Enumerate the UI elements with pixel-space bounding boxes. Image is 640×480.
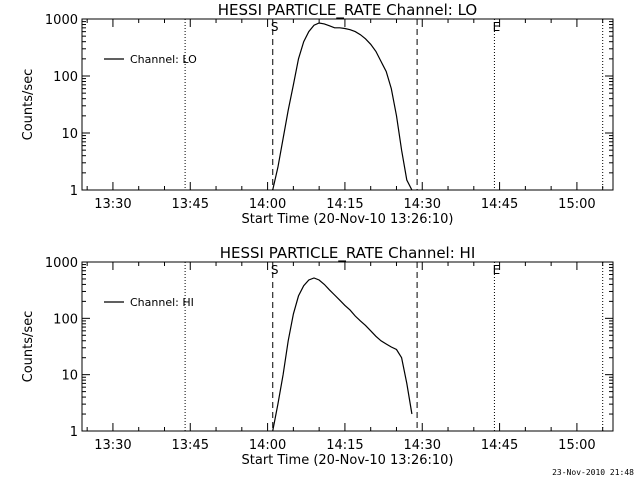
x-tick-label: 14:15: [326, 438, 363, 453]
y-tick-label: 100: [53, 312, 78, 327]
x-tick-label: 14:45: [481, 197, 518, 212]
x-axis-label: Start Time (20-Nov-10 13:26:10): [242, 453, 454, 468]
y-tick-label: 1000: [45, 13, 78, 28]
x-tick-label: 14:45: [481, 438, 518, 453]
chart-title: HESSI PARTICLE_RATE Channel: HI: [220, 244, 476, 263]
x-tick-label: 14:00: [249, 197, 286, 212]
y-tick-label: 1: [70, 184, 78, 199]
x-tick-label: 14:30: [404, 197, 441, 212]
chart-panel: HESSI PARTICLE_RATE Channel: HI 13:30 13:4…: [21, 244, 614, 468]
y-tick-label: 10: [61, 369, 78, 384]
x-tick-label: 15:00: [558, 438, 595, 453]
legend-label: Channel: LO: [130, 53, 197, 66]
x-tick-label: 13:30: [94, 197, 131, 212]
x-tick-label: 14:30: [404, 438, 441, 453]
y-tick-label: 1000: [45, 256, 78, 271]
y-axis-label: Counts/sec: [21, 311, 36, 383]
marker-label: S: [271, 20, 279, 34]
x-tick-label: 13:45: [172, 438, 209, 453]
charts-layer: HESSI PARTICLE_RATE Channel: LO 13:30 13:4…: [21, 1, 614, 468]
x-tick-label: 15:00: [558, 197, 595, 212]
y-tick-label: 1: [70, 425, 78, 440]
x-tick-label: 13:30: [94, 438, 131, 453]
plot-frame: [81, 18, 614, 191]
x-tick-label: 14:15: [326, 197, 363, 212]
series-line: [272, 277, 413, 432]
x-tick-label: 13:45: [172, 197, 209, 212]
x-tick-label: 14:00: [249, 438, 286, 453]
chart-panel: HESSI PARTICLE_RATE Channel: LO 13:30 13:4…: [21, 1, 614, 227]
y-tick-label: 100: [53, 70, 78, 85]
y-axis-label: Counts/sec: [21, 69, 36, 141]
marker-label: E: [493, 20, 501, 34]
series-line: [272, 22, 413, 191]
y-tick-label: 10: [61, 127, 78, 142]
plot-frame: [81, 261, 614, 432]
chart-title: HESSI PARTICLE_RATE Channel: LO: [218, 1, 477, 20]
x-axis-label: Start Time (20-Nov-10 13:26:10): [242, 212, 454, 227]
legend-label: Channel: HI: [130, 296, 194, 309]
marker-label: E: [493, 263, 501, 277]
timestamp: 23-Nov-2010 21:48: [552, 468, 634, 477]
marker-label: S: [271, 263, 279, 277]
